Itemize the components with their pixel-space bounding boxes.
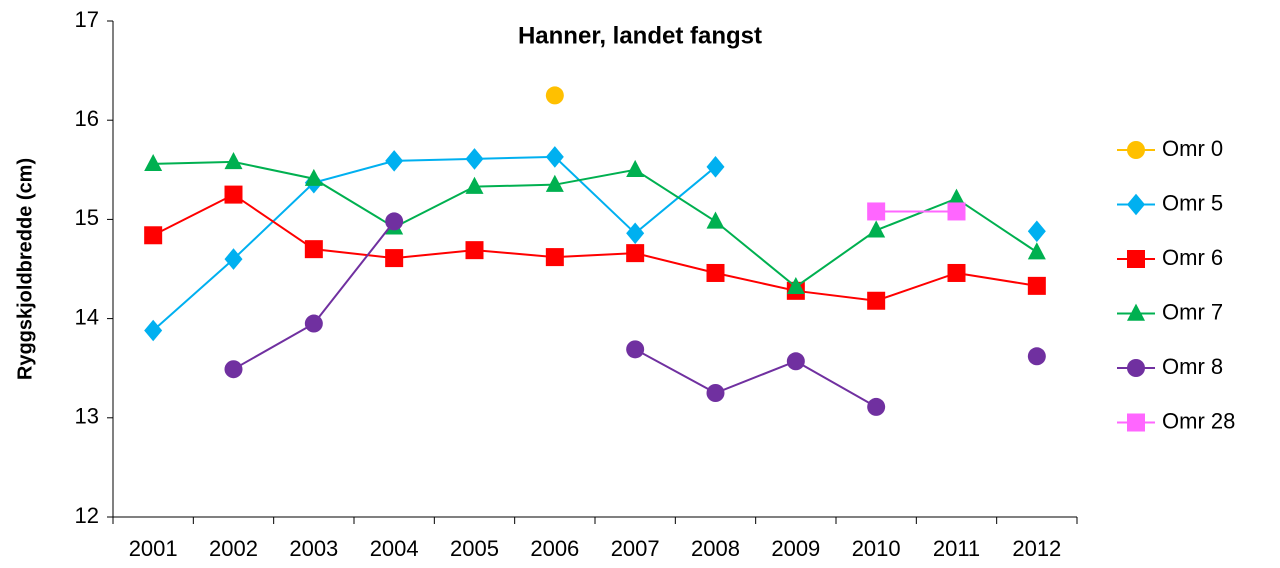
y-axis-label: Ryggskjoldbredde (cm) — [14, 158, 36, 380]
y-tick-label: 13 — [75, 404, 99, 429]
legend-label: Omr 7 — [1162, 299, 1223, 324]
marker — [144, 319, 163, 342]
series-line — [153, 160, 1038, 289]
marker — [786, 352, 805, 371]
y-tick-label: 17 — [75, 7, 99, 32]
x-tick-label: 2004 — [370, 536, 419, 561]
legend-label: Omr 5 — [1162, 190, 1223, 215]
series-line — [152, 193, 1037, 302]
x-tick-label: 2007 — [611, 536, 660, 561]
marker — [947, 188, 966, 206]
marker — [786, 276, 805, 295]
marker — [465, 241, 484, 260]
marker — [1127, 359, 1145, 377]
marker — [144, 153, 163, 172]
y-tick-label: 16 — [75, 106, 99, 131]
marker — [867, 397, 886, 416]
marker — [224, 185, 243, 204]
marker — [465, 148, 484, 170]
marker — [1127, 193, 1145, 216]
marker — [1127, 141, 1145, 159]
marker — [545, 174, 564, 192]
y-tick-label: 12 — [75, 503, 99, 528]
marker — [947, 202, 966, 221]
marker — [224, 360, 243, 379]
x-tick-label: 2003 — [289, 536, 338, 561]
marker — [1127, 250, 1145, 268]
marker — [304, 240, 323, 259]
x-tick-label: 2011 — [933, 536, 980, 561]
marker — [1027, 242, 1046, 260]
marker — [706, 263, 725, 282]
marker — [626, 244, 645, 263]
marker — [1127, 413, 1145, 432]
marker — [144, 226, 163, 245]
marker — [465, 176, 484, 194]
marker — [706, 384, 725, 402]
marker — [1027, 347, 1046, 366]
marker — [867, 220, 886, 238]
y-tick-label: 14 — [75, 304, 99, 329]
x-tick-label: 2012 — [1012, 536, 1061, 561]
marker — [867, 202, 886, 221]
marker — [385, 212, 404, 231]
marker — [706, 211, 725, 229]
marker — [385, 249, 404, 268]
x-tick-label: 2001 — [129, 536, 178, 561]
marker — [626, 340, 645, 359]
x-tick-label: 2008 — [691, 536, 740, 561]
legend-label: Omr 0 — [1162, 136, 1223, 161]
marker — [224, 248, 243, 270]
legend-label: Omr 8 — [1162, 354, 1223, 379]
y-tick-label: 15 — [75, 205, 99, 230]
series-line — [153, 157, 1037, 331]
marker — [867, 291, 886, 310]
marker — [626, 159, 645, 177]
chart-title: Hanner, landet fangst — [518, 22, 762, 49]
x-tick-label: 2006 — [530, 536, 579, 561]
x-tick-label: 2010 — [852, 536, 901, 561]
marker — [224, 151, 243, 170]
marker — [1027, 276, 1046, 295]
marker — [545, 146, 564, 168]
legend-label: Omr 28 — [1162, 408, 1235, 433]
marker — [706, 156, 725, 178]
x-tick-label: 2009 — [771, 536, 820, 561]
marker — [626, 222, 645, 245]
marker — [304, 314, 323, 333]
legend-label: Omr 6 — [1162, 245, 1223, 270]
marker — [947, 263, 966, 282]
marker — [1127, 303, 1145, 321]
x-tick-label: 2002 — [209, 536, 258, 561]
marker — [1027, 220, 1046, 243]
marker — [304, 168, 323, 186]
marker — [385, 150, 404, 172]
marker — [545, 248, 564, 267]
x-tick-label: 2005 — [450, 536, 499, 561]
marker — [545, 86, 564, 105]
